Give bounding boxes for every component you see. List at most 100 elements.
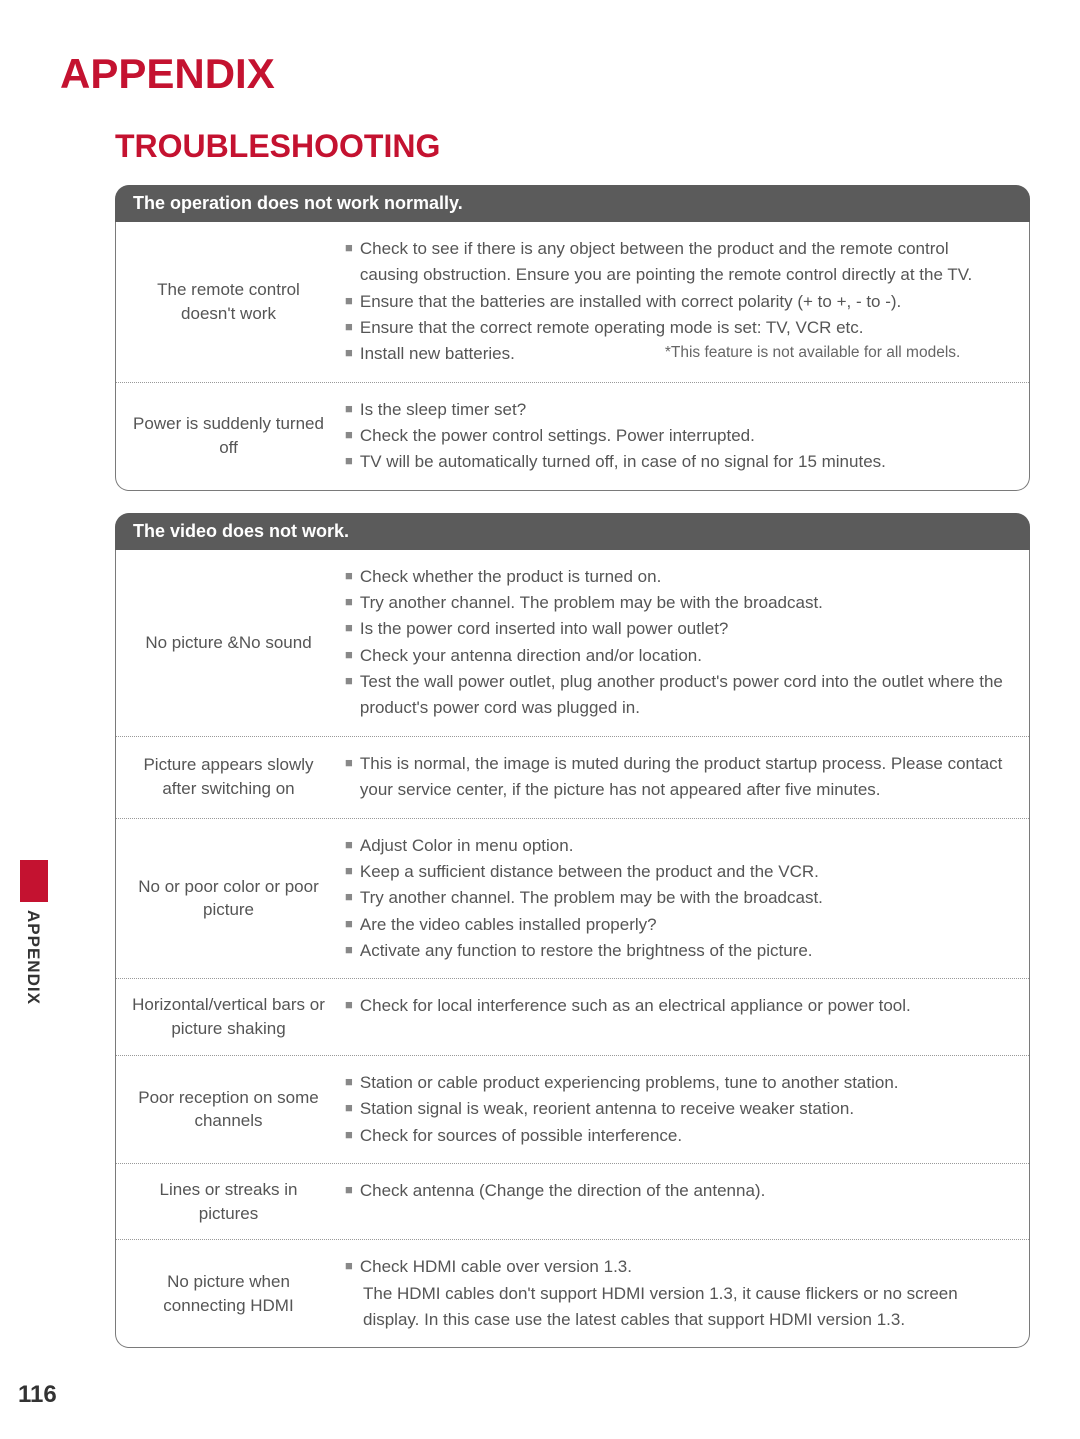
- bullet-item: ■ Check for sources of possible interfere…: [345, 1123, 1011, 1149]
- appendix-title: APPENDIX: [60, 50, 1030, 98]
- table-row: Lines or streaks in pictures■ Check anten…: [116, 1163, 1029, 1240]
- row-content: ■ Station or cable product experiencing p…: [341, 1056, 1029, 1163]
- row-label: No or poor color or poor picture: [116, 819, 341, 979]
- bullet-icon: ■: [345, 423, 353, 447]
- bullet-item: ■ Ensure that the batteries are installed…: [345, 289, 1011, 315]
- bullet-icon: ■: [345, 938, 353, 962]
- row-content: ■ Check HDMI cable over version 1.3.The H…: [341, 1240, 1029, 1347]
- bullet-item: ■ Check your antenna direction and/or loc…: [345, 643, 1011, 669]
- bullet-text: Ensure that the correct remote operating…: [360, 315, 864, 341]
- table-row: Horizontal/vertical bars or picture shak…: [116, 978, 1029, 1055]
- section-header: The video does not work.: [115, 513, 1030, 550]
- bullet-item: ■ Ensure that the correct remote operatin…: [345, 315, 1011, 341]
- table-row: Power is suddenly turned off■Is the slee…: [116, 382, 1029, 490]
- bullet-icon: ■: [345, 616, 353, 640]
- bullet-item: ■ Check whether the product is turned on.: [345, 564, 1011, 590]
- row-label: No picture &No sound: [116, 550, 341, 736]
- row-label: No picture when connecting HDMI: [116, 1240, 341, 1347]
- bullet-item: ■ Activate any function to restore the br…: [345, 938, 1011, 964]
- table-row: No or poor color or poor picture■ Adjust …: [116, 818, 1029, 979]
- bullet-text: Are the video cables installed properly?: [360, 912, 657, 938]
- footnote-row: ■ Install new batteries.*This feature is …: [345, 341, 1011, 367]
- row-content: ■ Check whether the product is turned on.…: [341, 550, 1029, 736]
- bullet-text: This is normal, the image is muted durin…: [360, 751, 1011, 804]
- bullet-text: Test the wall power outlet, plug another…: [360, 669, 1011, 722]
- bullet-item: ■ Install new batteries.: [345, 341, 515, 367]
- bullet-item: ■ Is the power cord inserted into wall po…: [345, 616, 1011, 642]
- bullet-item: ■Station signal is weak, reorient antenn…: [345, 1096, 1011, 1122]
- row-content: ■ Check to see if there is any object bet…: [341, 222, 1029, 382]
- content-area: The operation does not work normally.The…: [115, 185, 1030, 1348]
- bullet-text: Try another channel. The problem may be …: [360, 885, 823, 911]
- bullet-text: Check to see if there is any object betw…: [360, 236, 1011, 289]
- bullet-text: TV will be automatically turned off, in …: [360, 449, 886, 475]
- row-label: Poor reception on some channels: [116, 1056, 341, 1163]
- bullet-icon: ■: [345, 643, 353, 667]
- bullet-icon: ■: [345, 669, 353, 693]
- indented-text: The HDMI cables don't support HDMI versi…: [345, 1281, 1011, 1334]
- bullet-icon: ■: [345, 833, 353, 857]
- bullet-icon: ■: [345, 1096, 353, 1120]
- bullet-text: Is the power cord inserted into wall pow…: [360, 616, 729, 642]
- page-number: 116: [18, 1381, 57, 1409]
- bullet-text: Activate any function to restore the bri…: [360, 938, 813, 964]
- troubleshooting-title: TROUBLESHOOTING: [115, 128, 1030, 165]
- indented-text-content: The HDMI cables don't support HDMI versi…: [363, 1281, 1011, 1334]
- row-content: ■Is the sleep timer set?■Check the power…: [341, 383, 1029, 490]
- bullet-text: Keep a sufficient distance between the p…: [360, 859, 819, 885]
- bullet-icon: ■: [345, 289, 353, 313]
- bullet-text: Try another channel. The problem may be …: [360, 590, 823, 616]
- bullet-item: ■ This is normal, the image is muted duri…: [345, 751, 1011, 804]
- footnote-text: *This feature is not available for all m…: [515, 341, 1011, 367]
- bullet-item: ■ Try another channel. The problem may be…: [345, 590, 1011, 616]
- row-label: Horizontal/vertical bars or picture shak…: [116, 979, 341, 1055]
- bullet-item: ■ Check antenna (Change the direction of …: [345, 1178, 1011, 1204]
- bullet-text: Ensure that the batteries are installed …: [360, 289, 901, 315]
- table-row: Picture appears slowly after switching o…: [116, 736, 1029, 818]
- bullet-icon: ■: [345, 590, 353, 614]
- bullet-icon: ■: [345, 315, 353, 339]
- bullet-text: Check antenna (Change the direction of t…: [360, 1178, 765, 1204]
- bullet-text: Install new batteries.: [360, 341, 515, 367]
- bullet-item: ■ Are the video cables installed properly…: [345, 912, 1011, 938]
- section-header: The operation does not work normally.: [115, 185, 1030, 222]
- side-tab-label: APPENDIX: [23, 910, 43, 1005]
- row-content: ■Check for local interference such as an…: [341, 979, 1029, 1055]
- row-label: Lines or streaks in pictures: [116, 1164, 341, 1240]
- row-content: ■ Adjust Color in menu option. ■ Keep a suf…: [341, 819, 1029, 979]
- bullet-item: ■ Keep a sufficient distance between the …: [345, 859, 1011, 885]
- bullet-icon: ■: [345, 1254, 353, 1278]
- bullet-text: Is the sleep timer set?: [360, 397, 526, 423]
- bullet-item: ■ TV will be automatically turned off, in…: [345, 449, 1011, 475]
- bullet-text: Check the power control settings. Power …: [360, 423, 755, 449]
- bullet-icon: ■: [345, 1178, 353, 1202]
- bullet-icon: ■: [345, 1070, 353, 1094]
- bullet-item: ■ Test the wall power outlet, plug anothe…: [345, 669, 1011, 722]
- bullet-icon: ■: [345, 859, 353, 883]
- bullet-icon: ■: [345, 912, 353, 936]
- bullet-text: Check HDMI cable over version 1.3.: [360, 1254, 632, 1280]
- section-table: The remote control doesn't work■Check to…: [115, 222, 1030, 491]
- bullet-item: ■ Station or cable product experiencing p…: [345, 1070, 1011, 1096]
- bullet-item: ■Is the sleep timer set?: [345, 397, 1011, 423]
- bullet-icon: ■: [345, 449, 353, 473]
- side-tab-marker: [20, 860, 48, 902]
- bullet-item: ■ Check HDMI cable over version 1.3.: [345, 1254, 1011, 1280]
- bullet-item: ■Check for local interference such as an…: [345, 993, 1011, 1019]
- bullet-text: Adjust Color in menu option.: [360, 833, 574, 859]
- bullet-icon: ■: [345, 751, 353, 775]
- table-row: No picture &No sound■ Check whether the p…: [116, 550, 1029, 736]
- bullet-icon: ■: [345, 236, 353, 260]
- row-label: The remote control doesn't work: [116, 222, 341, 382]
- bullet-icon: ■: [345, 564, 353, 588]
- bullet-text: Check whether the product is turned on.: [360, 564, 661, 590]
- bullet-icon: ■: [345, 993, 353, 1017]
- bullet-text: Station or cable product experiencing pr…: [360, 1070, 899, 1096]
- table-row: The remote control doesn't work■ Check to…: [116, 222, 1029, 382]
- bullet-text: Check for sources of possible interferen…: [360, 1123, 682, 1149]
- row-label: Power is suddenly turned off: [116, 383, 341, 490]
- bullet-icon: ■: [345, 1123, 353, 1147]
- bullet-icon: ■: [345, 341, 353, 365]
- bullet-text: Check your antenna direction and/or loca…: [360, 643, 702, 669]
- row-label: Picture appears slowly after switching o…: [116, 737, 341, 818]
